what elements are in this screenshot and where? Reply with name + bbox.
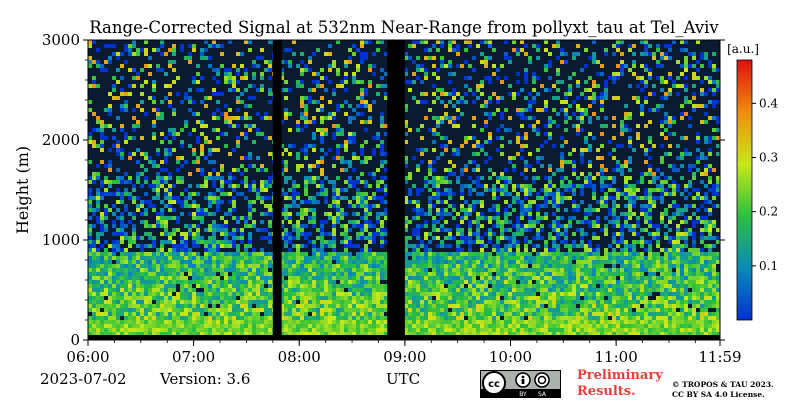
x-tick-label: 11:00 <box>595 348 638 366</box>
y-axis-label: Height (m) <box>13 146 32 234</box>
colorbar-tick-label: 0.3 <box>759 151 778 165</box>
y-tick-label: 2000 <box>42 131 80 149</box>
version-label: Version: 3.6 <box>160 370 250 388</box>
sa-label: SA <box>538 391 547 398</box>
preliminary-line-1: Preliminary <box>577 368 663 384</box>
y-tick-label: 0 <box>70 331 80 349</box>
preliminary-note: Preliminary Results. <box>577 368 663 400</box>
x-axis: 06:00 07:00 08:00 09:00 10:00 11:00 11:59 <box>66 340 741 366</box>
data-gap <box>273 40 282 340</box>
data-gap <box>387 40 405 340</box>
copyright-line-1: © TROPOS & TAU 2023. <box>672 380 774 390</box>
date-label: 2023-07-02 <box>40 370 126 388</box>
colorbar-label: [a.u.] <box>727 42 759 56</box>
x-axis-label: UTC <box>386 370 420 388</box>
x-tick-label: 10:00 <box>489 348 532 366</box>
x-tick-label: 11:59 <box>698 348 741 366</box>
y-tick-label: 1000 <box>42 231 80 249</box>
colorbar-tick-label: 0.4 <box>759 96 778 110</box>
x-tick-label: 08:00 <box>278 348 321 366</box>
preliminary-line-2: Results. <box>577 384 663 400</box>
x-tick-label: 09:00 <box>383 348 426 366</box>
x-tick-label: 07:00 <box>172 348 215 366</box>
x-tick-label: 06:00 <box>66 348 109 366</box>
chart-title: Range-Corrected Signal at 532nm Near-Ran… <box>89 18 719 37</box>
cc-by-sa-badge: cc BY SA <box>480 370 561 398</box>
cc-icon: cc <box>488 379 500 390</box>
copyright-line-2: CC BY SA 4.0 License. <box>672 390 774 400</box>
heatmap-area <box>88 40 720 340</box>
colorbar-tick-label: 0.2 <box>759 205 778 219</box>
colorbar-ticks: 0.1 0.2 0.3 0.4 <box>752 96 778 273</box>
colorbar-tick-label: 0.1 <box>759 259 778 273</box>
copyright-note: © TROPOS & TAU 2023. CC BY SA 4.0 Licens… <box>672 380 774 400</box>
colorbar <box>737 60 752 320</box>
sa-icon <box>535 373 549 387</box>
y-tick-label: 3000 <box>42 31 80 49</box>
by-label: BY <box>519 391 527 398</box>
